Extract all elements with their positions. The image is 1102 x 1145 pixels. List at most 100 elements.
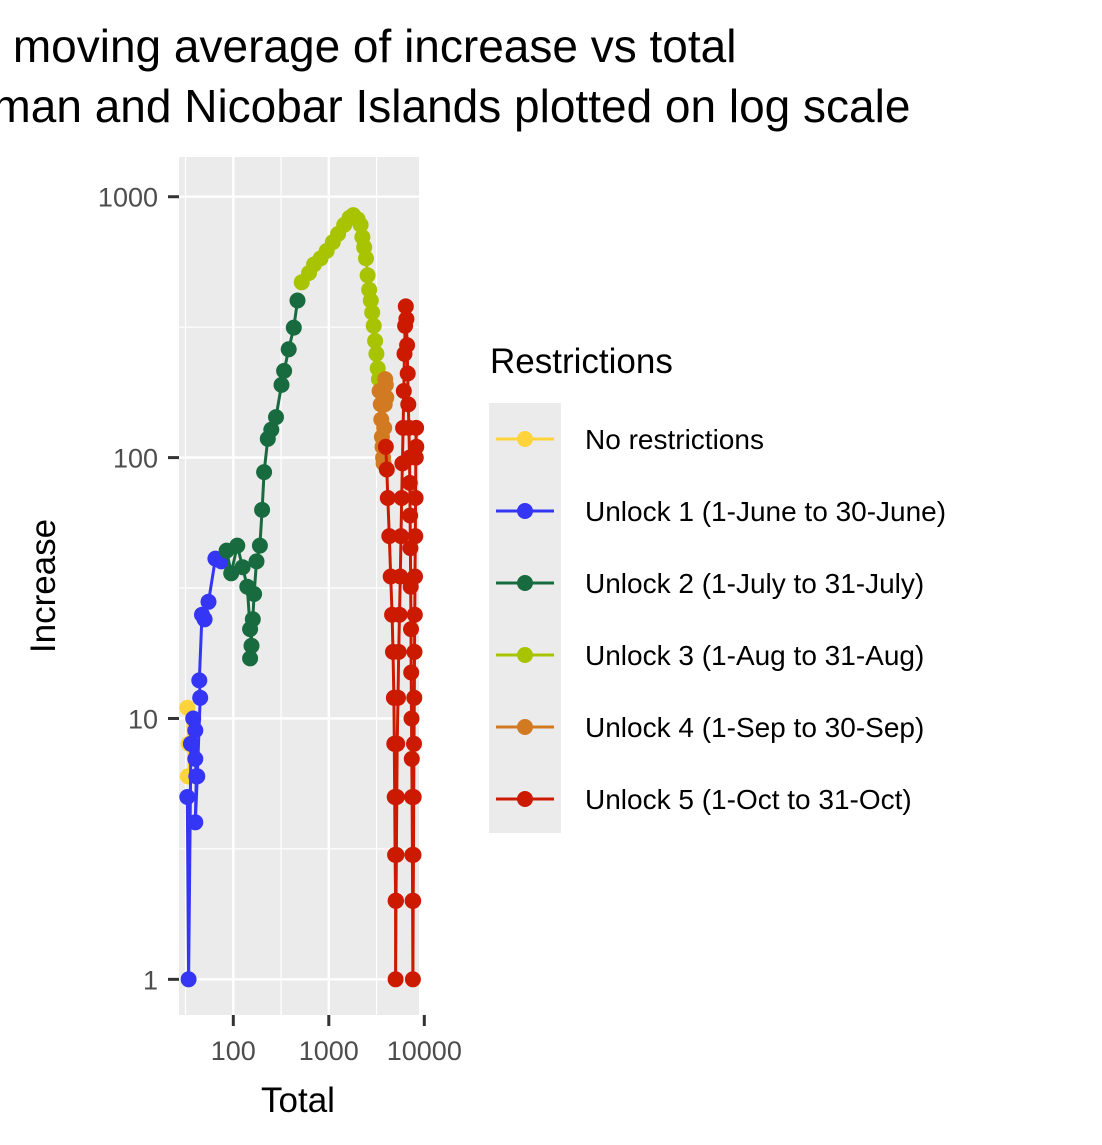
data-point	[389, 735, 406, 752]
data-point	[254, 501, 271, 518]
series-2	[179, 550, 230, 988]
series-4	[293, 207, 387, 388]
data-point	[179, 789, 196, 805]
data-point	[405, 846, 422, 863]
legend-key-panel	[489, 403, 561, 833]
data-point	[243, 637, 260, 654]
data-point	[397, 298, 414, 315]
data-point	[406, 689, 423, 706]
data-point	[189, 768, 206, 785]
data-point	[248, 553, 265, 570]
data-point	[378, 461, 395, 478]
data-point	[182, 735, 199, 752]
data-point	[390, 689, 406, 706]
data-point	[358, 250, 374, 267]
legend-label: Unlock 4 (1-Sep to 30-Sep)	[585, 712, 924, 743]
data-point	[388, 892, 404, 909]
data-point	[399, 337, 416, 354]
data-point	[378, 389, 395, 406]
data-point	[251, 537, 268, 554]
legend-key-marker	[517, 791, 533, 807]
series-3	[218, 292, 306, 667]
data-point	[280, 341, 297, 358]
data-point	[196, 611, 213, 628]
data-point	[407, 528, 424, 545]
data-point	[289, 292, 306, 309]
data-point	[406, 735, 422, 752]
data-point	[395, 383, 412, 399]
y-tick-label: 1	[143, 965, 158, 995]
legend-item: No restrictions	[496, 424, 764, 455]
data-point	[402, 507, 419, 524]
data-point	[393, 490, 410, 506]
chart-title: 7-day moving average of increase vs tota…	[0, 20, 910, 132]
legend-label: Unlock 1 (1-June to 30-June)	[585, 496, 946, 527]
data-point	[192, 689, 209, 706]
legend-item: Unlock 3 (1-Aug to 31-Aug)	[496, 640, 924, 671]
data-point	[388, 789, 405, 805]
legend-label: Unlock 3 (1-Aug to 31-Aug)	[585, 640, 924, 671]
legend-key-marker	[517, 719, 533, 735]
legend-label: Unlock 5 (1-Oct to 31-Oct)	[585, 784, 912, 815]
legend-item: Unlock 2 (1-July to 31-July)	[496, 568, 924, 599]
y-tick-label: 10	[128, 704, 158, 734]
x-tick-label: 1000	[299, 1036, 359, 1066]
data-point	[229, 537, 246, 554]
title-line-1: 7-day moving average of increase vs tota…	[0, 20, 736, 72]
data-point	[180, 971, 197, 988]
data-point	[403, 621, 419, 638]
legend-label: Unlock 2 (1-July to 31-July)	[585, 568, 924, 599]
data-point	[263, 421, 280, 438]
data-point	[403, 750, 420, 767]
series-layer	[179, 207, 425, 988]
data-point	[234, 559, 251, 576]
data-point	[352, 216, 369, 233]
data-point	[408, 419, 425, 436]
data-point	[377, 438, 394, 455]
data-point	[187, 750, 204, 767]
x-tick-label: 100	[211, 1036, 256, 1066]
data-point	[376, 419, 393, 436]
legend-items: No restrictions Unlock 1 (1-June to 30-Ju…	[496, 424, 946, 815]
y-axis: 1 10 100 1000	[98, 183, 179, 995]
data-point	[407, 490, 424, 506]
data-point	[256, 464, 273, 481]
data-point	[187, 814, 204, 831]
data-point	[276, 362, 293, 379]
legend-item: Unlock 1 (1-June to 30-June)	[496, 496, 946, 527]
data-point	[400, 396, 417, 413]
data-point	[403, 664, 420, 681]
data-point	[404, 971, 421, 988]
legend-key-marker	[517, 431, 533, 447]
data-point	[391, 606, 408, 623]
data-point	[200, 593, 217, 610]
legend-title: Restrictions	[490, 342, 673, 381]
data-point	[268, 409, 284, 426]
legend-item: Unlock 4 (1-Sep to 30-Sep)	[496, 712, 924, 743]
data-point	[393, 528, 409, 545]
data-point	[377, 376, 394, 393]
x-axis-title: Total	[261, 1081, 335, 1120]
data-point	[403, 710, 420, 727]
data-point	[191, 672, 208, 689]
y-tick-label: 100	[113, 444, 158, 474]
legend-key-marker	[517, 503, 533, 519]
data-point	[187, 722, 204, 739]
data-point	[367, 332, 384, 349]
y-tick-label: 1000	[98, 183, 158, 213]
data-point	[246, 586, 263, 602]
data-point	[406, 643, 423, 660]
data-point	[388, 846, 405, 863]
data-point	[285, 319, 302, 336]
data-point	[407, 568, 423, 585]
data-point	[273, 376, 290, 393]
data-point	[368, 345, 385, 362]
title-line-2: Andaman and Nicobar Islands plotted on l…	[0, 80, 910, 132]
data-point	[381, 528, 398, 545]
data-point	[405, 892, 422, 909]
legend-key-marker	[517, 647, 533, 663]
x-tick-label: 10000	[387, 1036, 462, 1066]
data-point	[406, 606, 423, 623]
data-point	[405, 789, 422, 805]
